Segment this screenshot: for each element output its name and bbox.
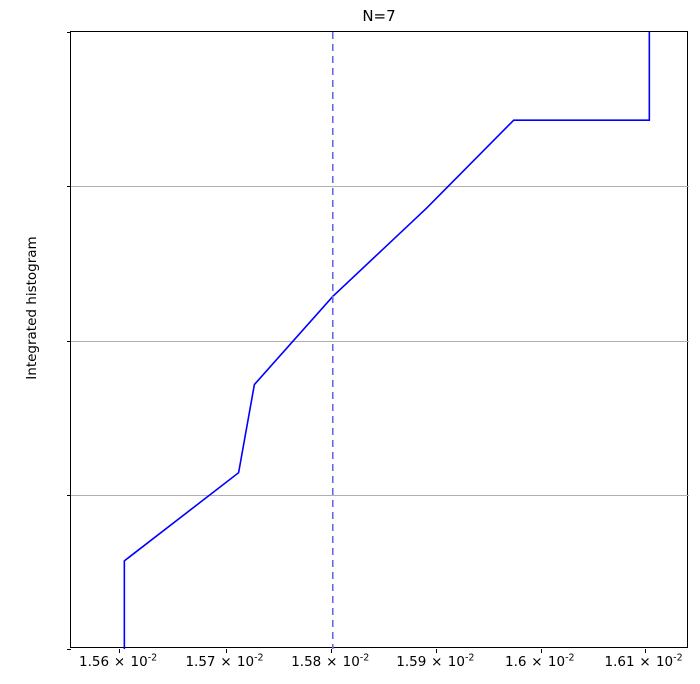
x-tick-label: 1.57 × 10-2 [185,652,264,670]
y-tick-mark [67,32,71,34]
y-tick-mark [67,186,71,188]
data-series-layer [123,32,651,649]
x-tick-mark [119,649,121,653]
x-tick-label: 1.59 × 10-2 [396,652,475,670]
y-tick-mark [67,340,71,342]
y-axis-label: Integrated histogram [24,236,40,380]
x-tick-label: 1.61 × 10-2 [604,652,683,670]
x-tick-mark [331,649,333,653]
gridline-horizontal [71,340,689,342]
x-tick-label: 1.6 × 10-2 [505,652,575,670]
x-tick-label: 1.56 × 10-2 [79,652,158,670]
x-tick-mark [540,649,542,653]
plot-area [67,31,689,653]
x-tick-mark [644,649,646,653]
y-tick-mark [67,494,71,496]
gridline-horizontal [71,186,689,188]
chart-title: N=7 [362,7,396,25]
step-line [123,32,651,649]
x-tick-mark [436,649,438,653]
gridline-horizontal [71,494,689,496]
x-tick-mark [225,649,227,653]
step-line-group [123,32,651,649]
y-tick-mark [67,649,71,651]
x-tick-label: 1.58 × 10-2 [291,652,370,670]
